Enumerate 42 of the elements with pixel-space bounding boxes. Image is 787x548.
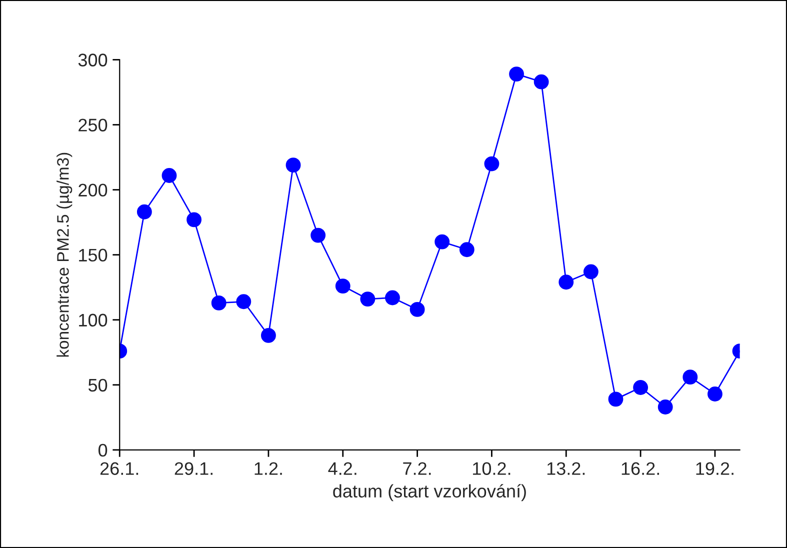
- point: [534, 74, 549, 90]
- y-tick-label: 250: [78, 118, 108, 132]
- point: [410, 302, 425, 317]
- x-axis-title: datum (start vzorkování): [333, 484, 526, 502]
- y-tick-label: 150: [79, 248, 108, 262]
- point: [583, 264, 598, 280]
- x-tick-label: 19.2.: [696, 462, 734, 475]
- point: [211, 295, 226, 310]
- point: [633, 380, 648, 395]
- point: [236, 294, 252, 310]
- x-tick-label: 1.2.: [254, 462, 282, 475]
- point: [484, 156, 500, 172]
- point: [286, 158, 301, 173]
- x-tick-label: 4.2.: [328, 462, 356, 475]
- y-tick-label: 50: [88, 378, 108, 392]
- y-tick-label: 100: [79, 314, 108, 327]
- x-tick-label: 13.2.: [547, 462, 585, 475]
- point: [310, 228, 326, 243]
- y-tick-label: 300: [78, 54, 108, 66]
- point: [608, 392, 624, 407]
- x-tick-label: 10.2.: [473, 462, 510, 475]
- point: [335, 278, 350, 294]
- point: [682, 370, 698, 385]
- point: [434, 234, 450, 250]
- point: [162, 168, 177, 183]
- x-tick-label: 29.1.: [174, 462, 212, 475]
- y-tick-label: 0: [98, 444, 108, 457]
- x-tick-label: 7.2.: [403, 462, 431, 475]
- point: [459, 242, 474, 258]
- point: [186, 212, 202, 228]
- point: [708, 386, 722, 402]
- point: [260, 328, 276, 343]
- x-tick-label: 26.1.: [100, 462, 138, 475]
- x-tick-label: 16.2.: [622, 462, 659, 475]
- point: [385, 290, 400, 306]
- point: [558, 274, 574, 290]
- y-tick-label: 200: [78, 184, 108, 197]
- point: [360, 292, 376, 307]
- point: [136, 204, 152, 220]
- y-axis-title: koncentrace PM2.5 (µg/m3): [56, 152, 72, 357]
- point: [658, 400, 673, 414]
- point: [509, 66, 524, 82]
